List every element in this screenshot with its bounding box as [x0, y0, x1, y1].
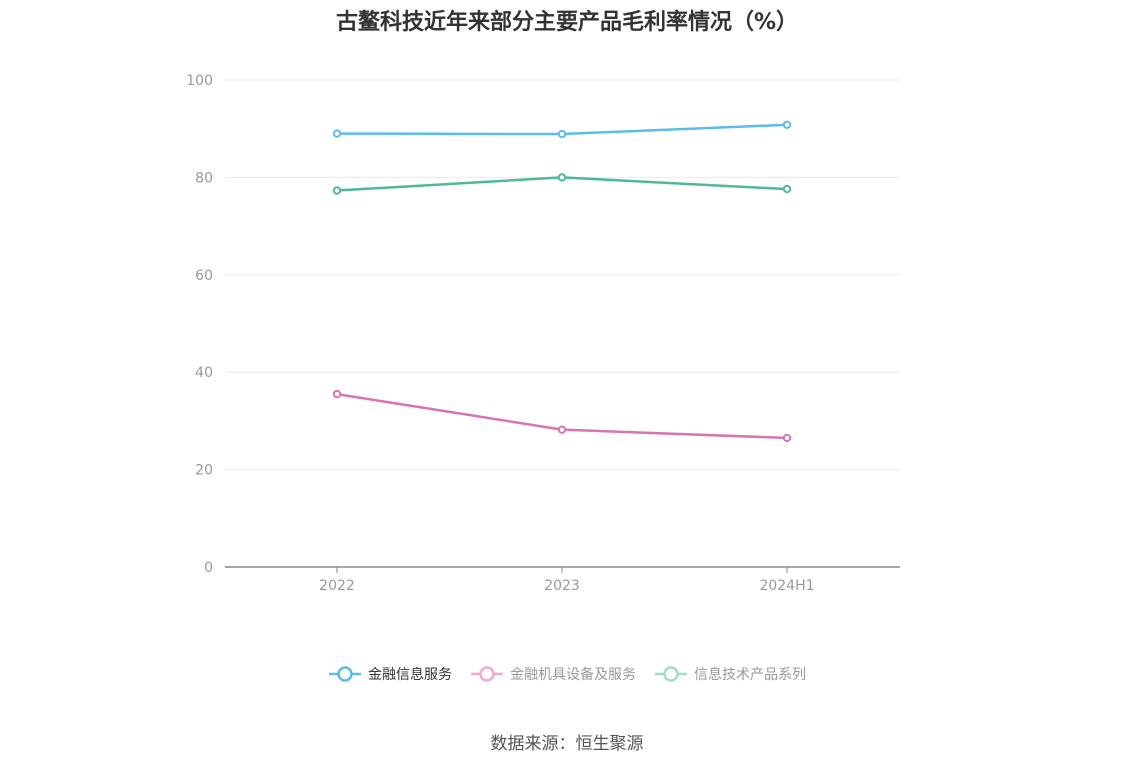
legend-circle — [337, 666, 353, 682]
legend-circle — [663, 666, 679, 682]
data-point — [557, 129, 567, 139]
data-point — [782, 433, 792, 443]
legend-label: 金融信息服务 — [368, 667, 452, 683]
data-point — [332, 186, 342, 195]
data-point — [782, 120, 792, 130]
legend-line-circle-icon — [329, 666, 361, 682]
data-point — [557, 425, 567, 434]
y-tick-label: 80 — [195, 170, 213, 186]
y-tick-label: 100 — [186, 73, 213, 89]
legend: 金融信息服务 金融机具设备及服务 信息技术产品系列 — [0, 664, 1134, 684]
y-tick-label: 20 — [195, 463, 213, 479]
y-tick-label: 60 — [195, 268, 213, 284]
data-point — [782, 184, 792, 194]
legend-marker-icon — [328, 665, 362, 683]
data-point — [332, 129, 342, 138]
legend-item-financial-equipment-services[interactable]: 金融机具设备及服务 — [470, 664, 636, 684]
legend-marker-icon — [470, 665, 504, 683]
legend-line-circle-icon — [655, 666, 687, 682]
chart-title: 古鳌科技近年来部分主要产品毛利率情况（%） — [335, 10, 799, 35]
legend-item-it-products[interactable]: 信息技术产品系列 — [654, 664, 806, 684]
legend-label: 信息技术产品系列 — [694, 667, 806, 683]
legend-circle — [479, 666, 495, 682]
series-lines — [332, 120, 792, 443]
x-tick-label: 2022 — [319, 578, 355, 594]
legend-line-circle-icon — [471, 666, 503, 682]
data-point — [332, 389, 342, 399]
x-tick-label: 2023 — [544, 578, 580, 594]
y-tick-label: 0 — [204, 560, 213, 576]
legend-label: 金融机具设备及服务 — [510, 667, 636, 683]
source-note: 数据来源：恒生聚源 — [490, 734, 644, 754]
y-tick-label: 40 — [195, 365, 213, 381]
axes: 0 20 40 60 80 100 2022 2023 2024H1 — [186, 73, 900, 594]
legend-marker-icon — [654, 665, 688, 683]
grid-lines — [225, 79, 900, 471]
x-tick-label: 2024H1 — [759, 578, 814, 594]
legend-item-financial-info-services[interactable]: 金融信息服务 — [328, 664, 452, 684]
data-point — [557, 173, 567, 182]
